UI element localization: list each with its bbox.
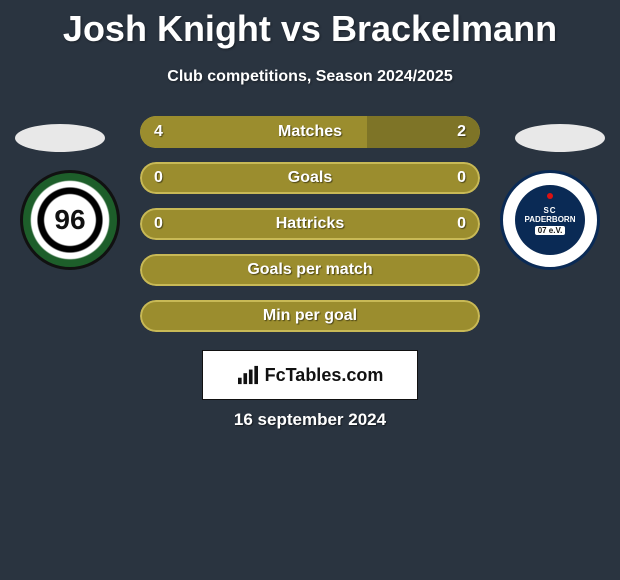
club-badge-right: SC PADERBORN 07 e.V. [500, 170, 600, 270]
stat-value-right: 2 [457, 123, 466, 141]
bars-icon [237, 365, 259, 385]
club-badge-right-inner: SC PADERBORN 07 e.V. [515, 185, 585, 255]
stat-value-left: 4 [154, 123, 163, 141]
stat-row: 4 2 Matches [140, 116, 480, 148]
stat-row: Goals per match [140, 254, 480, 286]
stat-row: Min per goal [140, 300, 480, 332]
player-avatar-right [515, 124, 605, 152]
brand-text: FcTables.com [265, 365, 384, 386]
brand-box: FcTables.com [202, 350, 418, 400]
stats-container: 4 2 Matches 0 0 Goals 0 0 Hattricks Goals per mat… [140, 116, 480, 346]
stat-value-left: 0 [154, 169, 163, 187]
stat-value-right: 0 [457, 169, 466, 187]
stat-label: Min per goal [263, 307, 357, 325]
stat-label: Hattricks [276, 215, 344, 233]
stat-label: Goals per match [247, 261, 372, 279]
player-avatar-left [15, 124, 105, 152]
page-subtitle: Club competitions, Season 2024/2025 [0, 68, 620, 86]
date-line: 16 september 2024 [0, 410, 620, 430]
stat-value-left: 0 [154, 215, 163, 233]
club-badge-right-top: SC [543, 206, 556, 215]
page-title: Josh Knight vs Brackelmann [0, 0, 620, 50]
stat-label: Goals [288, 169, 332, 187]
stat-label: Matches [278, 123, 342, 141]
stat-row: 0 0 Goals [140, 162, 480, 194]
club-badge-left-text: 96 [54, 204, 85, 236]
stat-value-right: 0 [457, 215, 466, 233]
club-badge-left: 96 [20, 170, 120, 270]
stat-row: 0 0 Hattricks [140, 208, 480, 240]
club-badge-right-bottom: 07 e.V. [535, 226, 566, 235]
club-badge-right-main: PADERBORN [525, 215, 576, 224]
